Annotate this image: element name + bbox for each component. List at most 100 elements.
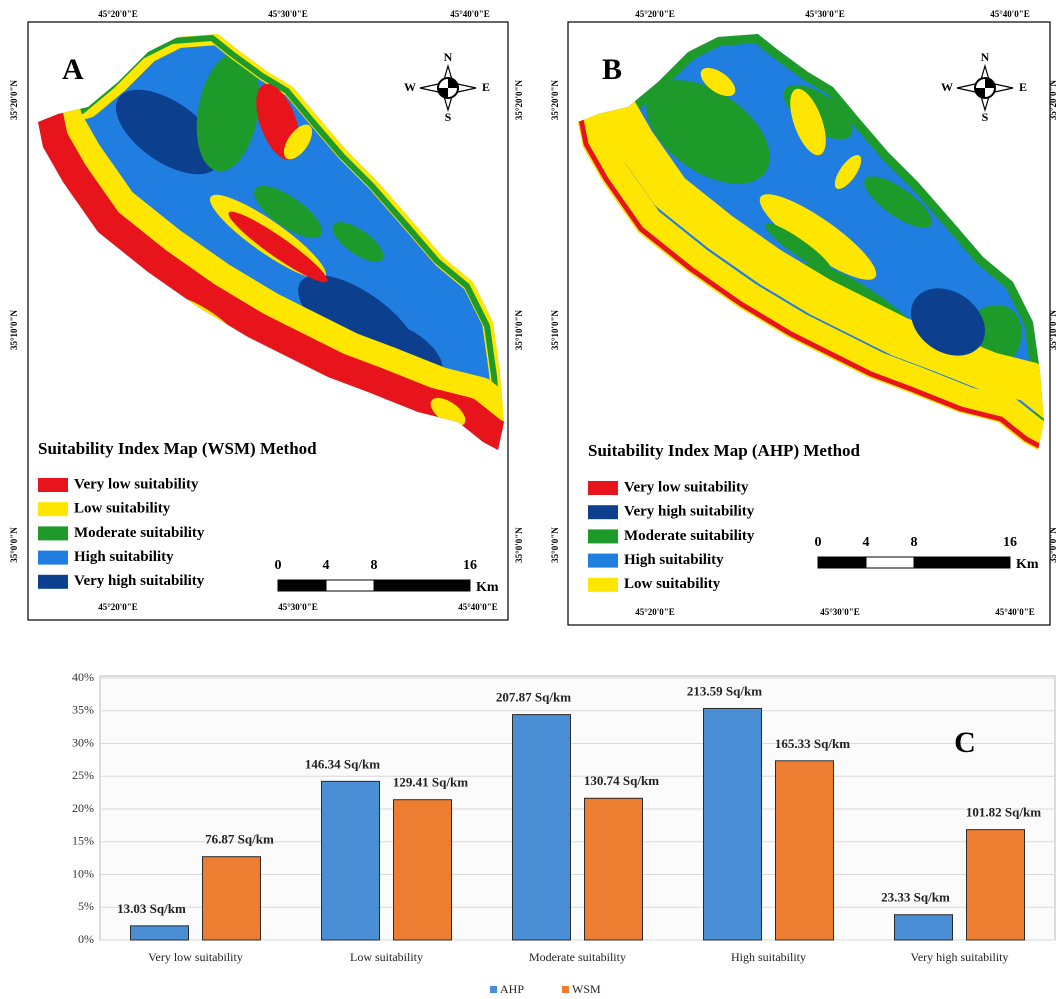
- legend-label: Low suitability: [74, 501, 171, 517]
- value-label: 130.74 Sq/km: [584, 773, 659, 788]
- bar: [776, 761, 834, 940]
- scale-segment: [914, 557, 1010, 568]
- longitude-label: 45°40'0"E: [995, 607, 1035, 617]
- y-tick-label: 10%: [72, 866, 94, 880]
- compass-n: N: [981, 50, 990, 64]
- legend-swatch: [490, 986, 497, 993]
- bar: [322, 781, 380, 940]
- y-tick-label: 0%: [78, 932, 94, 946]
- legend-label: Low suitability: [624, 576, 721, 592]
- latitude-label: 35°0'0"N: [550, 527, 560, 563]
- figure: 45°20'0"E 45°20'0"E 45°30'0"E 45°30'0"E 45°4…: [0, 0, 1061, 999]
- legend-swatch: [588, 529, 618, 543]
- longitude-label: 45°30'0"E: [278, 602, 318, 612]
- legend-swatch: [38, 502, 68, 516]
- legend-label: High suitability: [624, 552, 724, 568]
- bar: [967, 830, 1025, 940]
- bar: [513, 715, 571, 940]
- value-label: 146.34 Sq/km: [305, 756, 380, 771]
- longitude-label: 45°20'0"E: [635, 607, 675, 617]
- scale-segment: [818, 557, 866, 568]
- x-tick-label: Low suitability: [350, 950, 423, 964]
- bar: [203, 857, 261, 940]
- compass-n: N: [444, 50, 453, 64]
- legend-label: AHP: [500, 982, 524, 996]
- scale-segment: [374, 580, 470, 591]
- scale-label: 8: [911, 535, 918, 550]
- bar: [131, 926, 189, 940]
- compass-w: W: [941, 80, 953, 94]
- latitude-label: 35°0'0"N: [9, 527, 19, 563]
- legend-swatch: [588, 578, 618, 592]
- value-label: 129.41 Sq/km: [393, 775, 468, 790]
- legend-swatch: [562, 986, 569, 993]
- legend-label: Very high suitability: [74, 573, 205, 589]
- value-label: 76.87 Sq/km: [205, 832, 274, 847]
- legend-swatch: [588, 481, 618, 495]
- scale-unit: Km: [476, 580, 499, 595]
- legend-label: Very high suitability: [624, 504, 755, 520]
- y-tick-label: 40%: [72, 670, 94, 684]
- scale-segment: [326, 580, 374, 591]
- scale-unit: Km: [1016, 557, 1039, 572]
- value-label: 13.03 Sq/km: [117, 901, 186, 916]
- legend-label: High suitability: [74, 549, 174, 565]
- compass-e: E: [1019, 80, 1027, 94]
- bar: [895, 915, 953, 940]
- value-label: 207.87 Sq/km: [496, 690, 571, 705]
- scale-label: 16: [1003, 535, 1017, 550]
- longitude-label: 45°40'0"E: [450, 9, 490, 19]
- scale-segment: [866, 557, 914, 568]
- compass-s: S: [445, 110, 452, 124]
- scale-label: 4: [323, 558, 330, 573]
- latitude-label: 35°10'0"N: [550, 309, 560, 350]
- scale-label: 16: [463, 558, 477, 573]
- panel-label: A: [62, 53, 84, 86]
- legend-label: Moderate suitability: [624, 528, 755, 544]
- y-tick-label: 20%: [72, 801, 94, 815]
- latitude-label: 35°20'0"N: [550, 79, 560, 120]
- legend-swatch: [38, 575, 68, 589]
- scale-label: 4: [863, 535, 870, 550]
- x-tick-label: Very high suitability: [911, 950, 1009, 964]
- longitude-label: 45°20'0"E: [635, 9, 675, 19]
- longitude-label: 45°20'0"E: [98, 9, 138, 19]
- latitude-label: 35°0'0"N: [1048, 527, 1058, 563]
- legend-label: Very low suitability: [624, 479, 749, 495]
- scale-label: 0: [815, 535, 822, 550]
- longitude-label: 45°30'0"E: [268, 9, 308, 19]
- scale-segment: [278, 580, 326, 591]
- longitude-label: 45°40'0"E: [990, 9, 1030, 19]
- scale-label: 0: [275, 558, 282, 573]
- value-label: 101.82 Sq/km: [966, 805, 1041, 820]
- latitude-label: 35°10'0"N: [1048, 309, 1058, 350]
- latitude-label: 35°0'0"N: [514, 527, 524, 563]
- bar: [704, 708, 762, 940]
- panel-label: C: [954, 726, 976, 759]
- value-label: 213.59 Sq/km: [687, 683, 762, 698]
- latitude-label: 35°20'0"N: [1048, 79, 1058, 120]
- legend-swatch: [588, 554, 618, 568]
- value-label: 23.33 Sq/km: [881, 890, 950, 905]
- bar: [585, 798, 643, 940]
- panel-label: B: [602, 53, 622, 86]
- longitude-label: 45°40'0"E: [458, 602, 498, 612]
- legend-label: Moderate suitability: [74, 525, 205, 541]
- latitude-label: 35°10'0"N: [514, 309, 524, 350]
- legend-label: Very low suitability: [74, 476, 199, 492]
- y-tick-label: 25%: [72, 768, 94, 782]
- compass-e: E: [482, 80, 490, 94]
- latitude-label: 35°20'0"N: [9, 79, 19, 120]
- legend-label: WSM: [572, 982, 601, 996]
- latitude-label: 35°20'0"N: [514, 79, 524, 120]
- x-tick-label: Moderate suitability: [529, 950, 626, 964]
- bar: [394, 800, 452, 940]
- legend-swatch: [38, 551, 68, 565]
- y-tick-label: 35%: [72, 703, 94, 717]
- x-tick-label: High suitability: [731, 950, 806, 964]
- y-tick-label: 15%: [72, 834, 94, 848]
- value-label: 165.33 Sq/km: [775, 736, 850, 751]
- legend-swatch: [38, 526, 68, 540]
- map-legend-title: Suitability Index Map (WSM) Method: [38, 439, 317, 458]
- compass-w: W: [404, 80, 416, 94]
